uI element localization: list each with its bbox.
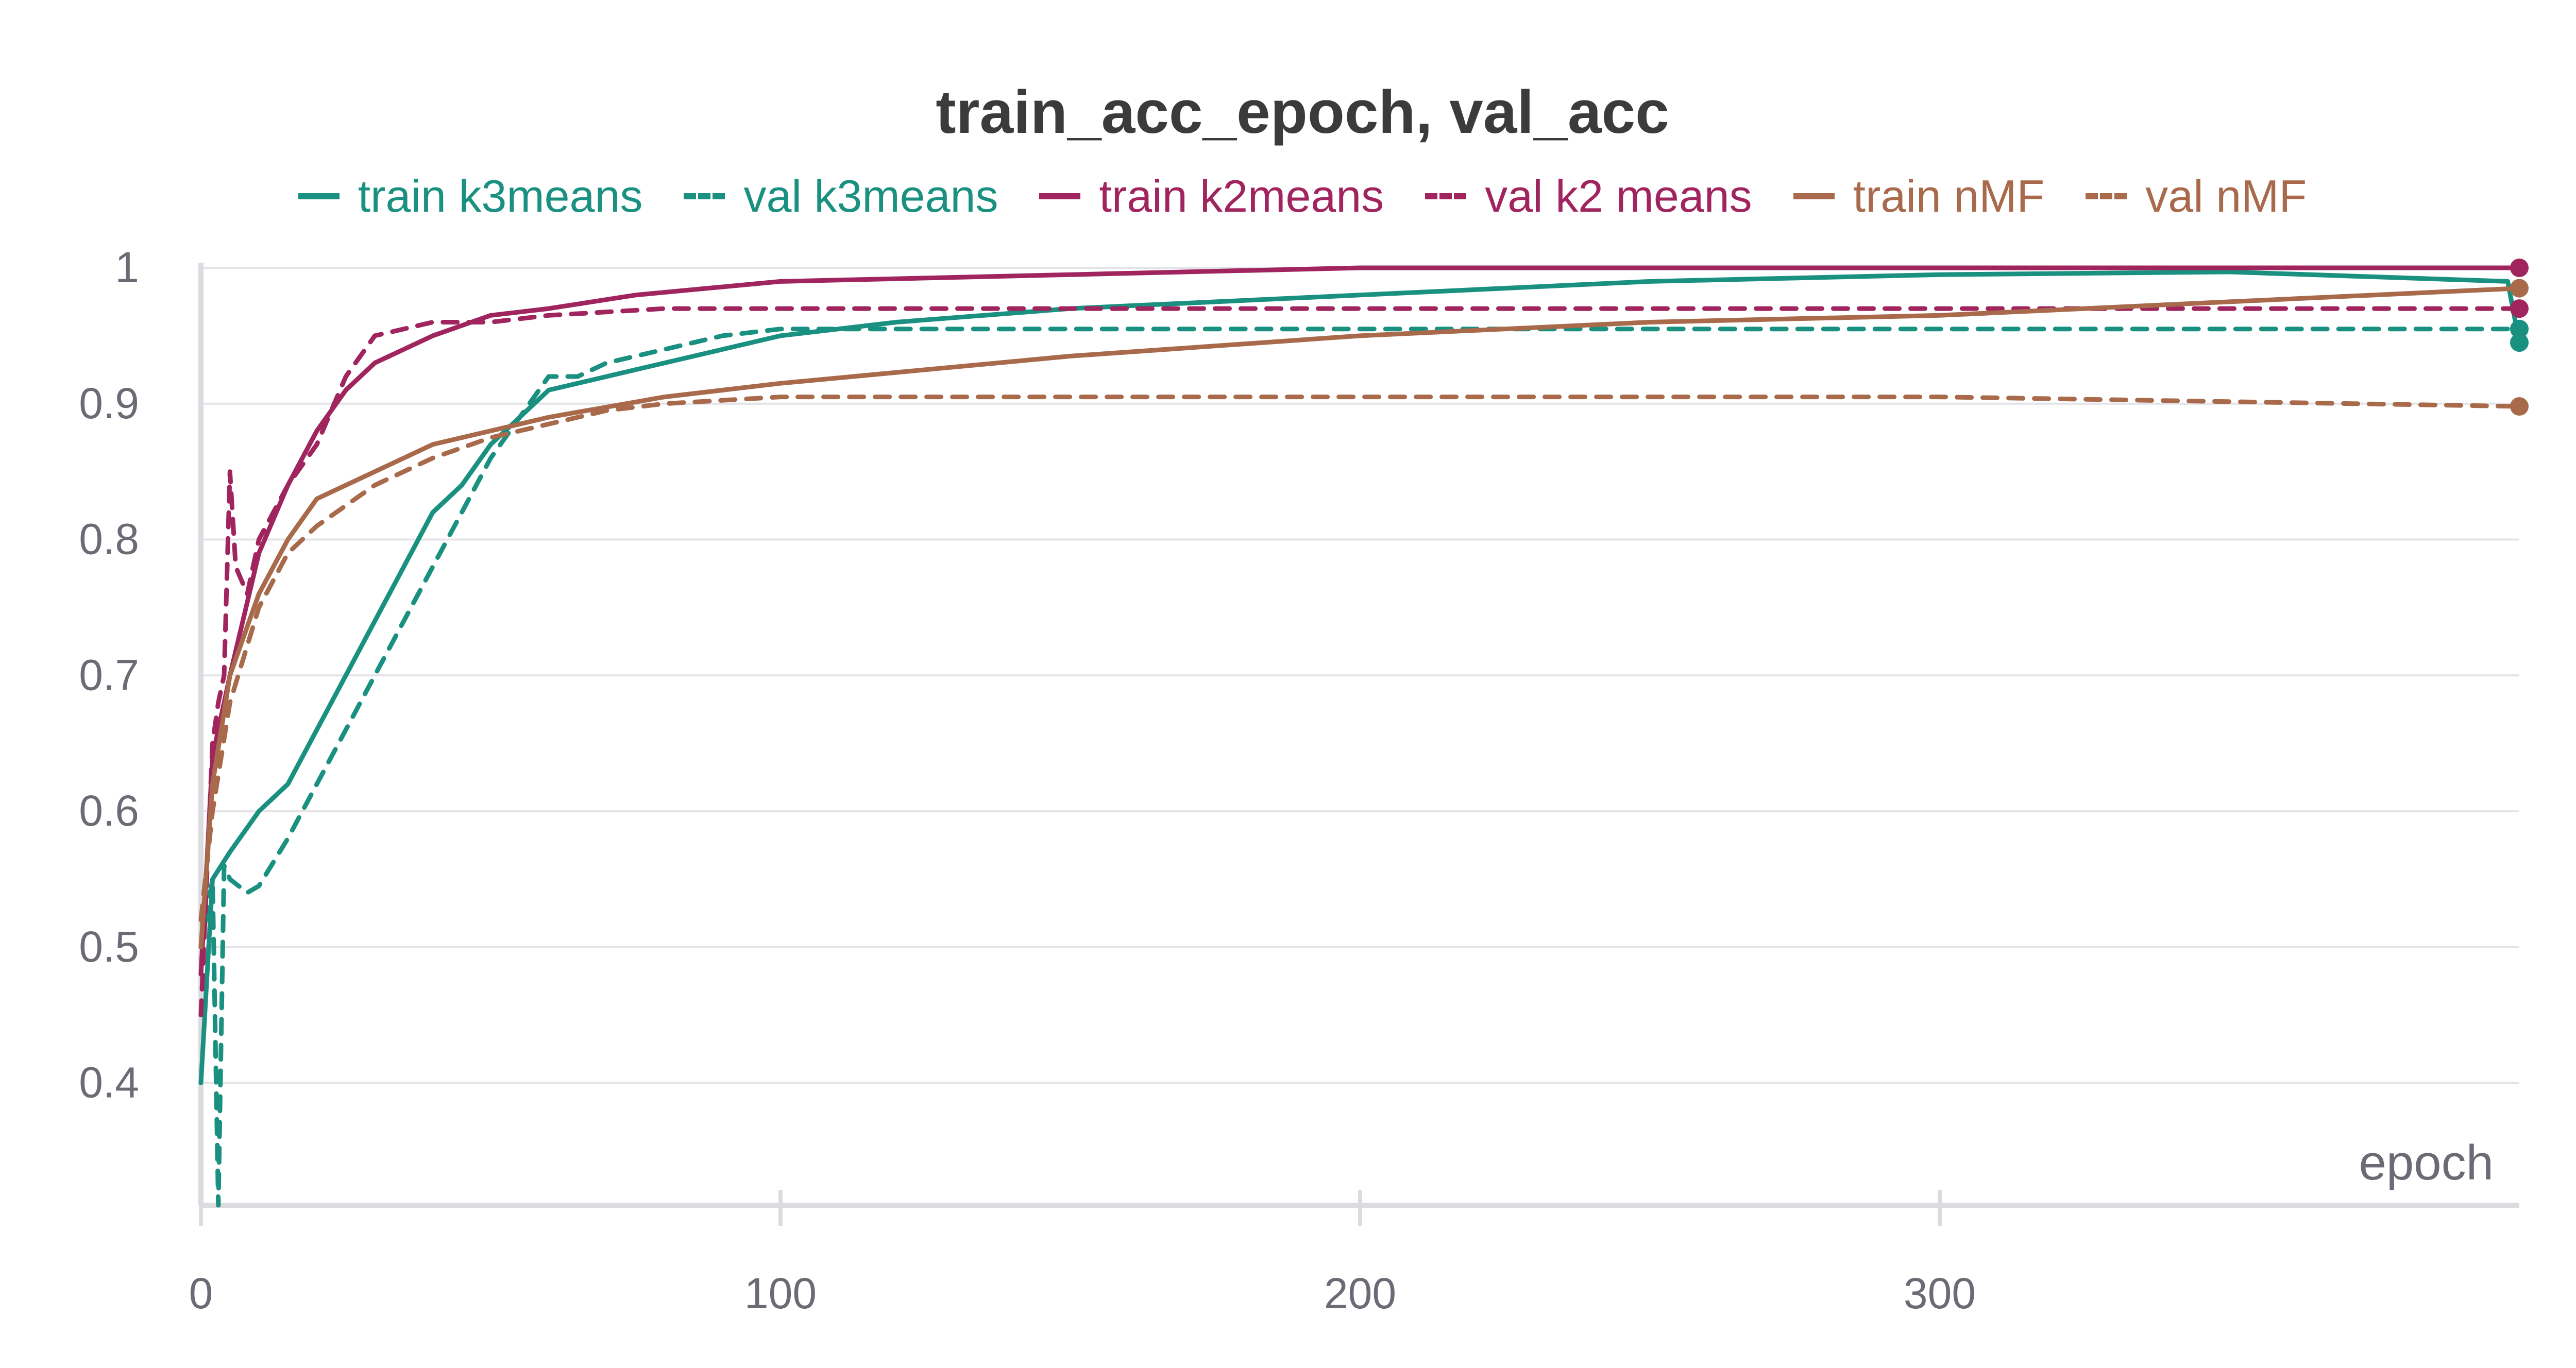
series-line-val-k2-means (198, 306, 2522, 1018)
series-endpoint-train-nMF (2510, 279, 2529, 298)
series-line-train-nMF (198, 286, 2522, 950)
y-tick-label: 0.8 (79, 515, 139, 563)
series-line-val-nMF (198, 395, 2522, 922)
legend-label: val k2 means (1485, 170, 1752, 221)
legend-label: val k3means (743, 170, 998, 221)
series-endpoint-val-k2-means (2510, 299, 2529, 318)
series-line-val-k3means (198, 327, 2522, 1208)
legend-item-train-nmf[interactable]: train nMF (1793, 170, 2045, 223)
x-tick-label: 100 (744, 1269, 817, 1318)
series-endpoint-train-k2means (2510, 259, 2529, 277)
x-tick-label: 0 (189, 1269, 213, 1318)
series-endpoint-train-k3means (2510, 333, 2529, 352)
legend-label: train k3means (358, 170, 643, 221)
chart-legend: train k3means val k3means train k2means … (0, 170, 2576, 223)
y-tick-label: 0.9 (79, 379, 139, 427)
x-tick-label: 200 (1324, 1269, 1396, 1318)
legend-item-val-nmf[interactable]: val nMF (2086, 170, 2307, 223)
y-tick-label: 0.7 (79, 651, 139, 699)
series-endpoint-val-nMF (2510, 397, 2529, 416)
legend-item-val-k3means[interactable]: val k3means (684, 170, 998, 223)
y-tick-label: 0.6 (79, 786, 139, 835)
legend-swatch (2086, 193, 2127, 199)
legend-swatch (1425, 193, 1467, 199)
y-tick-label: 1 (115, 243, 139, 292)
series-endpoint-val-k3means (2510, 319, 2529, 338)
legend-swatch (1793, 193, 1835, 199)
legend-label: train k2means (1099, 170, 1384, 221)
x-axis-label: epoch (2359, 1135, 2494, 1190)
y-tick-label: 0.4 (79, 1058, 139, 1107)
x-tick-label: 300 (1904, 1269, 1976, 1318)
legend-label: val nMF (2145, 170, 2307, 221)
legend-swatch (684, 193, 725, 199)
legend-item-val-k2means[interactable]: val k2 means (1425, 170, 1752, 223)
legend-label: train nMF (1853, 170, 2045, 221)
legend-swatch (298, 193, 340, 199)
legend-swatch (1039, 193, 1081, 199)
legend-item-train-k3means[interactable]: train k3means (298, 170, 643, 223)
series-line-train-k2means (198, 265, 2522, 977)
series-line-train-k3means (198, 269, 2522, 1086)
legend-item-train-k2means[interactable]: train k2means (1039, 170, 1384, 223)
y-tick-label: 0.5 (79, 922, 139, 971)
series-group (198, 265, 2522, 1208)
endpoints-group (2510, 259, 2529, 416)
chart-title: train_acc_epoch, val_acc (936, 78, 1669, 146)
